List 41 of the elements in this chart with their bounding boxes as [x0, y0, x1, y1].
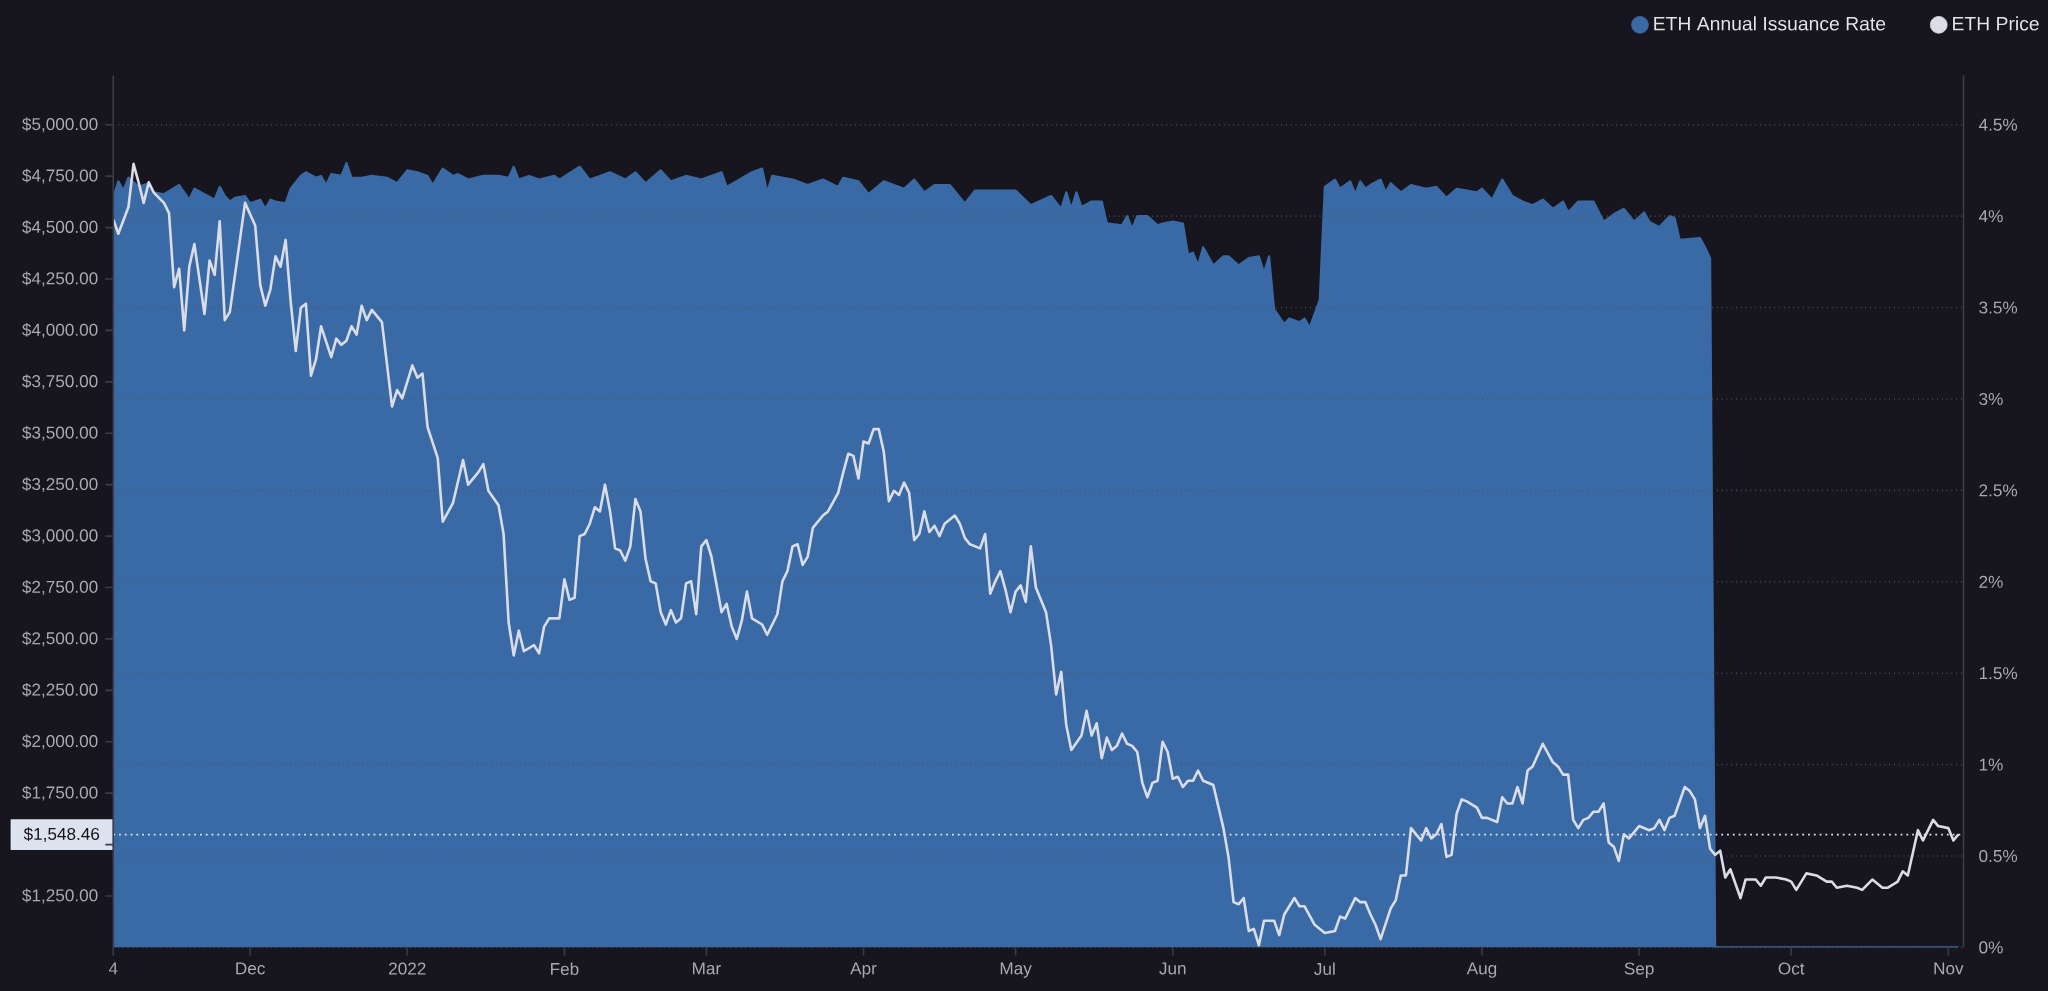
y2-tick-label: 1.5%	[1979, 667, 2018, 680]
y2-tick-label: 0%	[1979, 941, 2003, 954]
x-tick-label: Apr	[850, 962, 877, 978]
y2-tick-label: 4%	[1978, 210, 2003, 222]
x-tick-label: Mar	[693, 962, 721, 975]
x-tick-label: May	[1000, 962, 1032, 978]
legend-label: ETH Price	[1953, 16, 2039, 31]
x-tick-label: Jun	[1159, 962, 1186, 975]
y2-tick-label: 2.5%	[1979, 484, 2018, 497]
y-tick-label: $4,750.00	[22, 168, 98, 184]
y-tick-label: $3,500.00	[22, 425, 98, 441]
y-tick-label: $1,750.00	[22, 785, 98, 801]
y2-tick-label: 1%	[1979, 758, 2003, 771]
x-tick-label: Nov	[1934, 962, 1964, 975]
x-tick-label: Sep	[1624, 962, 1654, 978]
legend-label: ETH Annual Issuance Rate	[1654, 16, 1886, 31]
y-tick-label: $4,250.00	[22, 271, 98, 287]
y2-tick-label: 2%	[1979, 575, 2003, 588]
y-tick-label: $2,000.00	[22, 734, 98, 750]
x-tick-label: Aug	[1466, 962, 1497, 978]
x-tick-label: Dec	[236, 962, 265, 975]
y2-tick-label: 4.5%	[1978, 118, 2018, 131]
x-tick-label: Oct	[1778, 962, 1805, 975]
ref-line-label: $1,548.46	[23, 827, 100, 842]
y-tick-label: $3,000.00	[22, 528, 98, 544]
x-tick-label: 4	[108, 962, 118, 975]
x-tick-label: Feb	[551, 962, 579, 975]
y2-tick-label: 0.5%	[1979, 849, 2018, 862]
y-tick-label: $5,000.00	[22, 117, 98, 133]
x-tick-label: 2022	[389, 962, 426, 975]
y-tick-label: $2,750.00	[22, 579, 98, 595]
x-tick-label: Jul	[1314, 962, 1335, 975]
y-tick-label: $3,250.00	[22, 477, 98, 492]
y2-tick-label: 3.5%	[1979, 301, 2018, 314]
y2-tick-label: 3%	[1979, 392, 2003, 405]
y-tick-label: $4,000.00	[22, 322, 98, 338]
y-tick-label: $3,750.00	[22, 374, 98, 390]
y-tick-label: $1,250.00	[22, 888, 98, 904]
y-tick-label: $2,500.00	[22, 631, 98, 647]
y-tick-label: $2,250.00	[22, 682, 98, 698]
y-tick-label: $4,500.00	[22, 219, 98, 235]
